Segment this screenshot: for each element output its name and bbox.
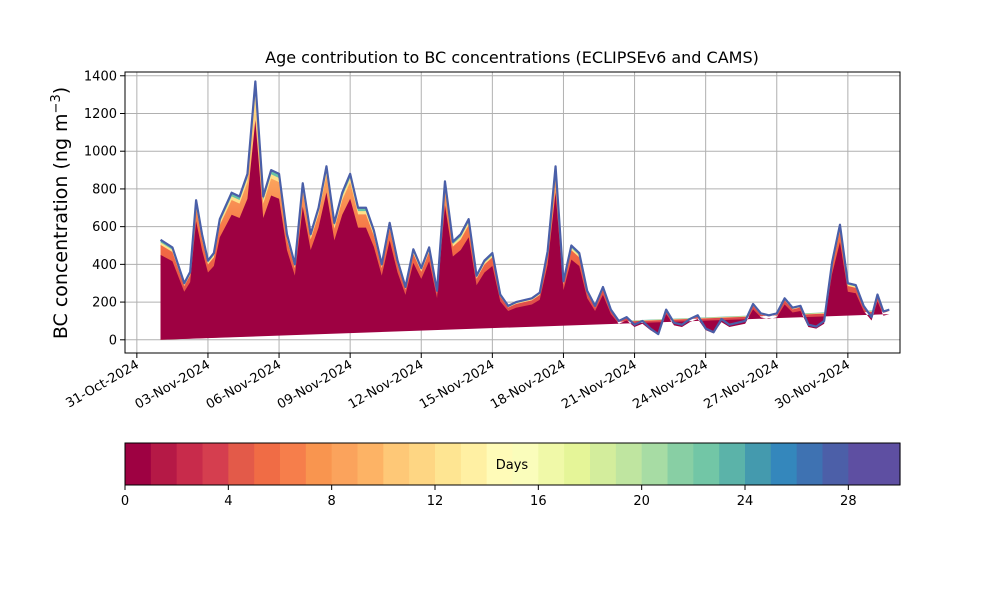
x-tick-label: 18-Nov-2024 xyxy=(488,357,568,412)
colorbar-segment xyxy=(641,443,669,485)
y-tick-label: 1000 xyxy=(84,145,117,160)
colorbar-ticks: 0 4 8 12 16 20 24 28 xyxy=(121,485,857,509)
colorbar-segment xyxy=(125,443,152,485)
colorbar-segment xyxy=(693,443,720,485)
y-tick-label: 200 xyxy=(92,296,117,311)
colorbar-segment xyxy=(486,443,514,485)
x-axis: 31-Oct-202403-Nov-202406-Nov-202409-Nov-… xyxy=(63,353,853,412)
plot-frame xyxy=(124,71,901,354)
colorbar-segment xyxy=(409,443,436,485)
x-tick-label: 24-Nov-2024 xyxy=(630,357,710,412)
colorbar-tick-label: 4 xyxy=(224,494,232,509)
colorbar-segment xyxy=(228,443,255,485)
colorbar-tick-label: 16 xyxy=(530,494,547,509)
x-tick-label: 31-Oct-2024 xyxy=(63,357,141,411)
colorbar-segment xyxy=(331,443,359,485)
y-axis-label-sup: −3 xyxy=(49,94,64,113)
y-axis: 0 200 400 600 800 1000 1200 1400 xyxy=(84,69,125,348)
colorbar-segment xyxy=(460,443,488,485)
x-tick-label: 15-Nov-2024 xyxy=(417,357,497,412)
y-tick-label: 1200 xyxy=(84,107,117,122)
colorbar-segment xyxy=(150,443,178,485)
colorbar-segment xyxy=(590,443,617,485)
colorbar-segment xyxy=(796,443,824,485)
colorbar-segment xyxy=(280,443,307,485)
colorbar-segment xyxy=(383,443,410,485)
x-tick-label: 03-Nov-2024 xyxy=(133,357,213,412)
colorbar-segment xyxy=(745,443,772,485)
colorbar-tick-label: 20 xyxy=(633,494,650,509)
colorbar-segment xyxy=(822,443,849,485)
y-axis-label-close: ) xyxy=(50,87,72,94)
age-band-young xyxy=(160,120,890,340)
colorbar-frame xyxy=(124,442,901,486)
x-tick-label: 06-Nov-2024 xyxy=(204,357,284,412)
colorbar-tick-label: 24 xyxy=(737,494,754,509)
y-tick-label: 0 xyxy=(109,333,117,348)
colorbar-segment xyxy=(512,443,539,485)
colorbar-segment xyxy=(615,443,643,485)
plot-area xyxy=(159,80,890,340)
colorbar-tick-label: 8 xyxy=(328,494,336,509)
chart-title: Age contribution to BC concentrations (E… xyxy=(265,48,759,67)
x-tick-label: 21-Nov-2024 xyxy=(559,357,639,412)
y-tick-label: 1400 xyxy=(84,69,117,84)
x-tick-label: 30-Nov-2024 xyxy=(773,357,853,412)
colorbar-segment xyxy=(564,443,591,485)
colorbar-segment xyxy=(538,443,565,485)
colorbar-tick-label: 28 xyxy=(840,494,857,509)
y-tick-label: 800 xyxy=(92,182,117,197)
colorbar-segment xyxy=(667,443,694,485)
x-tick-label: 27-Nov-2024 xyxy=(701,357,781,412)
colorbar-segment xyxy=(770,443,798,485)
y-tick-label: 600 xyxy=(92,220,117,235)
colorbar-segment xyxy=(357,443,384,485)
colorbar-label: Days xyxy=(496,458,529,473)
colorbar-tick-label: 12 xyxy=(427,494,444,509)
colorbar-segment xyxy=(874,443,901,485)
colorbar-segment xyxy=(254,443,281,485)
x-tick-label: 12-Nov-2024 xyxy=(346,357,426,412)
colorbar-segment xyxy=(305,443,333,485)
total-concentration-line xyxy=(159,80,890,336)
colorbar-segment xyxy=(719,443,746,485)
colorbar-segment xyxy=(435,443,462,485)
y-axis-label-text: BC concentration (ng m xyxy=(50,113,72,339)
colorbar-segment xyxy=(848,443,875,485)
colorbar-tick-label: 0 xyxy=(121,494,129,509)
y-axis-label: BC concentration (ng m−3) xyxy=(49,87,72,339)
colorbar-segment xyxy=(176,443,204,485)
y-tick-label: 400 xyxy=(92,258,117,273)
colorbar-segment xyxy=(202,443,229,485)
colorbar xyxy=(124,442,901,486)
x-tick-label: 09-Nov-2024 xyxy=(275,357,355,412)
